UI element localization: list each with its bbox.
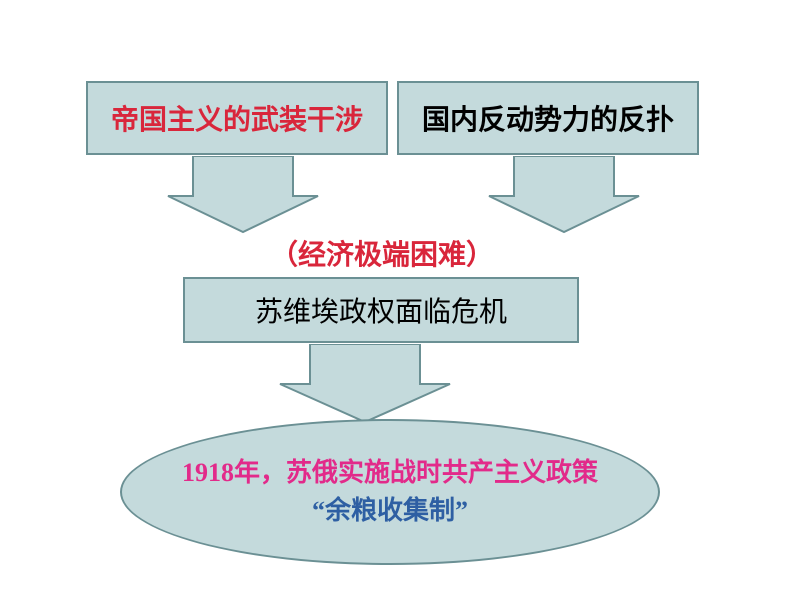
crisis-box: 苏维埃政权面临危机	[183, 277, 579, 343]
result-ellipse: 1918年，苏俄实施战时共产主义政策 “余粮收集制”	[120, 419, 660, 565]
crisis-label: 苏维埃政权面临危机	[255, 290, 507, 330]
arrow-down-1	[163, 156, 323, 236]
result-line2: “余粮收集制”	[312, 490, 468, 527]
economic-hardship-text: （经济极端困难）	[270, 240, 494, 271]
cause-box-right: 国内反动势力的反扑	[397, 81, 699, 155]
economic-hardship-label: （经济极端困难）	[270, 233, 494, 273]
arrow-down-3	[275, 344, 455, 426]
cause-box-left: 帝国主义的武装干涉	[86, 81, 388, 155]
cause-left-label: 帝国主义的武装干涉	[111, 98, 363, 138]
arrow-down-2	[484, 156, 644, 236]
cause-right-label: 国内反动势力的反扑	[422, 98, 674, 138]
result-line1: 1918年，苏俄实施战时共产主义政策	[182, 457, 598, 488]
